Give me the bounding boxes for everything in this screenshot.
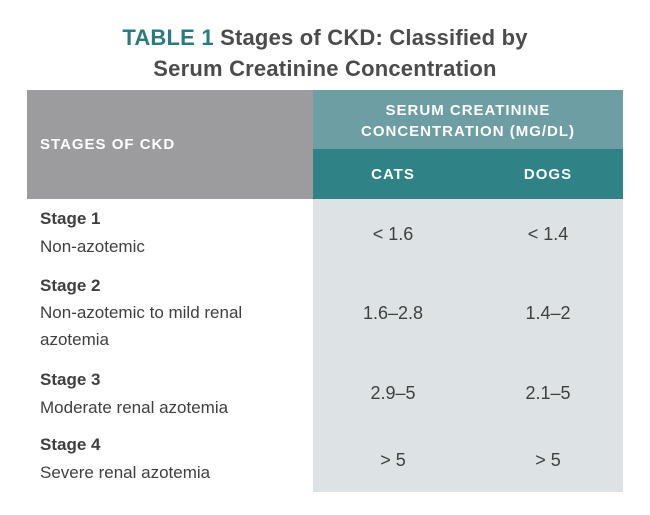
stage-description: Moderate renal azotemia (40, 398, 229, 417)
dogs-value: 2.1–5 (525, 383, 571, 403)
values-background (313, 199, 623, 492)
cats-value: 1.6–2.8 (362, 303, 424, 323)
cats-value: > 5 (380, 450, 406, 470)
stage-description: Non-azotemic (40, 237, 145, 256)
cats-value: < 1.6 (372, 224, 414, 244)
table-number-label: TABLE 1 (122, 25, 214, 50)
title-text-1: Stages of CKD: Classified by (220, 25, 528, 50)
dogs-value: < 1.4 (527, 224, 569, 244)
stage-name: Stage 2 (40, 276, 101, 295)
ckd-stages-table: STAGES OF CKD SERUM CREATININE CONCENTRA… (27, 90, 623, 492)
stage-name: Stage 3 (40, 370, 101, 389)
stages-header-label: STAGES OF CKD (40, 136, 176, 153)
stages-header-cell: STAGES OF CKD (27, 90, 313, 199)
stage-description: Severe renal azotemia (40, 463, 211, 482)
stage-name: Stage 4 (40, 435, 101, 454)
dogs-value: 1.4–2 (525, 303, 571, 323)
creatinine-group-header: SERUM CREATININE CONCENTRATION (MG/DL) (313, 90, 623, 149)
stage-name: Stage 1 (40, 209, 101, 228)
creatinine-group-header-label: SERUM CREATININE CONCENTRATION (MG/DL) (360, 102, 576, 140)
title-line-2: Serum Creatinine Concentration (153, 56, 497, 81)
column-header-dogs: DOGS (523, 166, 573, 183)
table-title: TABLE 1 Stages of CKD: Classified by Ser… (0, 22, 650, 84)
species-header-row: CATS DOGS (313, 149, 623, 199)
dogs-value: > 5 (535, 450, 561, 470)
title-line-1: TABLE 1 Stages of CKD: Classified by (0, 22, 650, 53)
column-header-cats: CATS (371, 166, 415, 183)
cats-value: 2.9–5 (370, 383, 416, 403)
stage-description: Non-azotemic to mild renal azotemia (40, 303, 243, 349)
